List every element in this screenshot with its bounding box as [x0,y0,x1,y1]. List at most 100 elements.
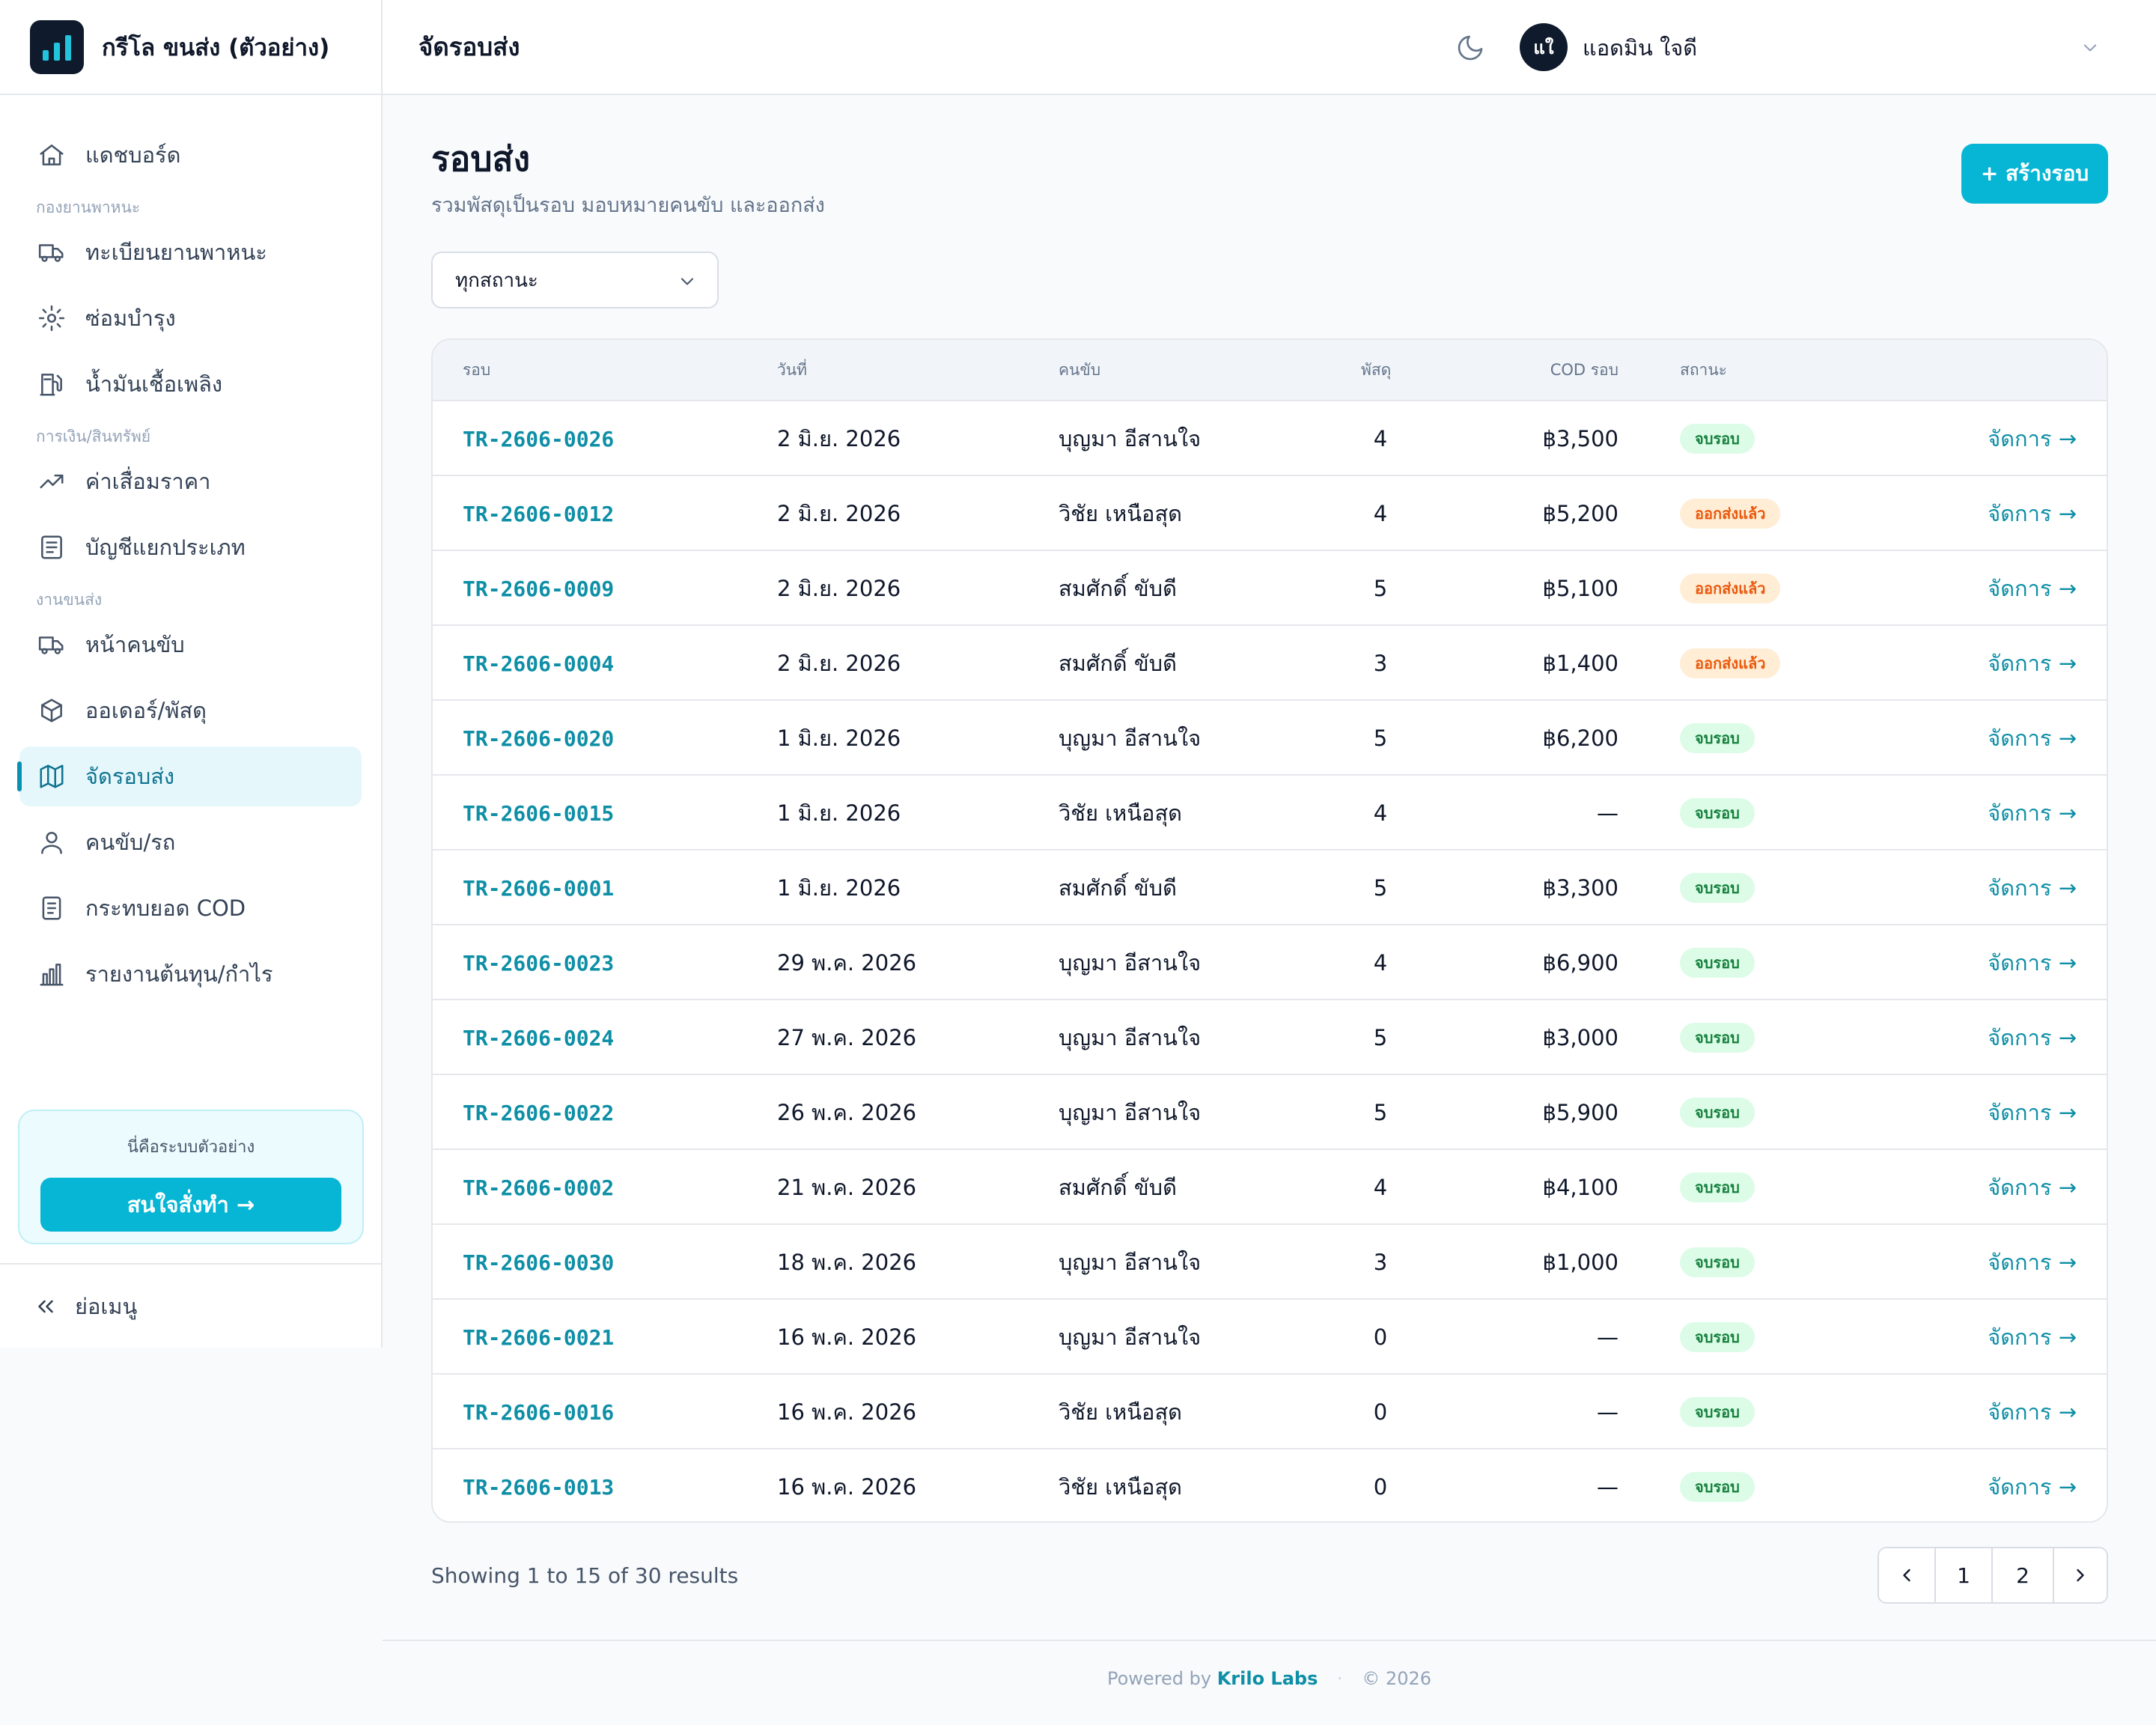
sidebar-item-label: แดชบอร์ด [85,142,181,168]
sidebar-item-fuel[interactable]: น้ำมันเชื้อเพลิง [19,354,362,414]
route-id-link[interactable]: TR-2606-0016 [463,1399,615,1425]
dark-mode-toggle-icon[interactable] [1455,33,1485,63]
page-1-button[interactable]: 1 [1936,1548,1993,1602]
route-parcels: 5 [1373,1025,1388,1050]
route-id-link[interactable]: TR-2606-0004 [463,651,615,676]
avatar[interactable]: แใ [1520,23,1568,71]
manage-route-link[interactable]: จัดการ → [1988,1399,2077,1425]
table-row: TR-2606-0030 18 พ.ค. 2026 บุญมา อีสานใจ 3 ฿1… [433,1223,2107,1298]
route-date: 2 มิ.ย. 2026 [777,501,901,526]
sidebar-item-receipt[interactable]: กระทบยอด COD [19,878,362,938]
column-header-route: รอบ [463,360,491,379]
route-driver: สมศักดิ์ ขับดี [1059,576,1177,601]
status-filter-select[interactable]: ทุกสถานะ [431,252,719,308]
route-id-link[interactable]: TR-2606-0021 [463,1324,615,1350]
route-id-link[interactable]: TR-2606-0022 [463,1100,615,1125]
krilo-labs-link[interactable]: Krilo Labs [1216,1668,1318,1689]
sidebar-item-user[interactable]: คนขับ/รถ [19,812,362,872]
route-driver: บุญมา อีสานใจ [1059,1025,1202,1050]
route-driver: วิชัย เหนือสุด [1059,1474,1182,1500]
collapse-menu-button[interactable]: ย่อเมนู [0,1263,383,1348]
sidebar-nav: แดชบอร์ด กองยานพาหนะ ทะเบียนยานพาหนะ ซ่อมบำ… [0,95,381,1004]
route-id-link[interactable]: TR-2606-0020 [463,725,615,751]
manage-route-link[interactable]: จัดการ → [1988,501,2077,526]
sidebar-item-gear[interactable]: ซ่อมบำรุง [19,288,362,348]
route-date: 1 มิ.ย. 2026 [777,800,901,826]
brand[interactable]: กรีโล ขนส่ง (ตัวอย่าง) [0,0,381,95]
manage-route-link[interactable]: จัดการ → [1988,426,2077,451]
page-2-button[interactable]: 2 [1993,1548,2054,1602]
route-id-link[interactable]: TR-2606-0026 [463,426,615,451]
receipt-icon [42,896,61,920]
route-driver: บุญมา อีสานใจ [1059,1250,1202,1275]
route-id-link[interactable]: TR-2606-0015 [463,800,615,826]
status-badge: จบรอบ [1680,1397,1755,1427]
route-id-link[interactable]: TR-2606-0012 [463,501,615,526]
manage-route-link[interactable]: จัดการ → [1988,875,2077,901]
route-cod: — [1597,1399,1618,1425]
sidebar-item-label: ออเดอร์/พัสดุ [85,698,207,723]
route-id-link[interactable]: TR-2606-0030 [463,1250,615,1275]
route-parcels: 5 [1373,1100,1388,1125]
package-icon [41,699,62,722]
page-title: รอบส่ง [431,139,531,179]
route-driver: วิชัย เหนือสุด [1059,501,1182,526]
truck-icon [38,244,64,262]
status-badge: ออกส่งแล้ว [1680,574,1781,603]
manage-route-link[interactable]: จัดการ → [1988,1324,2077,1350]
sidebar-item-label: หน้าคนขับ [85,632,185,657]
table-row: TR-2606-0004 2 มิ.ย. 2026 สมศักดิ์ ขับดี 3 ฿… [433,624,2107,699]
next-page-button[interactable] [2054,1548,2107,1602]
sidebar-item-trending-up[interactable]: ค่าเสื่อมราคา [19,451,362,511]
route-date: 21 พ.ค. 2026 [777,1175,917,1200]
manage-route-link[interactable]: จัดการ → [1988,725,2077,751]
manage-route-link[interactable]: จัดการ → [1988,651,2077,676]
trending-up-icon [40,474,64,489]
sidebar-item-truck[interactable]: ทะเบียนยานพาหนะ [19,222,362,282]
route-id-link[interactable]: TR-2606-0013 [463,1474,615,1500]
route-id-link[interactable]: TR-2606-0009 [463,576,615,601]
sidebar-item-package[interactable]: ออเดอร์/พัสดุ [19,681,362,740]
manage-route-link[interactable]: จัดการ → [1988,950,2077,976]
map-icon [40,764,64,788]
manage-route-link[interactable]: จัดการ → [1988,1250,2077,1275]
manage-route-link[interactable]: จัดการ → [1988,1175,2077,1200]
status-badge: จบรอบ [1680,798,1755,828]
sidebar-item-ledger[interactable]: บัญชีแยกประเภท [19,517,362,577]
sidebar-item-map[interactable]: จัดรอบส่ง [17,746,362,806]
sidebar-item-label: จัดรอบส่ง [85,764,175,789]
route-date: 16 พ.ค. 2026 [777,1324,917,1350]
chevron-down-icon[interactable] [2080,37,2101,58]
app-name: กรีโล ขนส่ง (ตัวอย่าง) [102,34,330,61]
manage-route-link[interactable]: จัดการ → [1988,1474,2077,1500]
manage-route-link[interactable]: จัดการ → [1988,1025,2077,1050]
user-name[interactable]: แอดมิน ใจดี [1583,34,1698,61]
manage-route-link[interactable]: จัดการ → [1988,576,2077,601]
sidebar-item-home[interactable]: แดชบอร์ด [19,125,362,185]
status-badge: จบรอบ [1680,1098,1755,1128]
collapse-menu-label: ย่อเมนู [75,1293,138,1319]
order-now-button[interactable]: สนใจสั่งทำ → [40,1178,341,1232]
route-id-link[interactable]: TR-2606-0002 [463,1175,615,1200]
route-date: 16 พ.ค. 2026 [777,1399,917,1425]
route-date: 1 มิ.ย. 2026 [777,875,901,901]
route-cod: ฿5,100 [1542,576,1618,601]
route-id-link[interactable]: TR-2606-0001 [463,875,615,901]
create-route-button[interactable]: + สร้างรอบ [1961,144,2108,204]
prev-page-button[interactable] [1879,1548,1936,1602]
manage-route-link[interactable]: จัดการ → [1988,800,2077,826]
results-summary: Showing 1 to 15 of 30 results [431,1563,739,1588]
chevron-right-icon [2077,1569,2084,1582]
chevron-left-icon [1903,1569,1910,1582]
route-date: 1 มิ.ย. 2026 [777,725,901,751]
route-id-link[interactable]: TR-2606-0023 [463,950,615,976]
route-parcels: 5 [1373,875,1388,901]
route-id-link[interactable]: TR-2606-0024 [463,1025,615,1050]
route-cod: ฿5,200 [1542,501,1618,526]
sidebar-item-bar-chart[interactable]: รายงานต้นทุน/กำไร [19,944,362,1004]
table-row: TR-2606-0024 27 พ.ค. 2026 บุญมา อีสานใจ 5 ฿3… [433,999,2107,1074]
table-row: TR-2606-0015 1 มิ.ย. 2026 วิชัย เหนือสุด 4 —… [433,774,2107,849]
status-badge: จบรอบ [1680,723,1755,753]
manage-route-link[interactable]: จัดการ → [1988,1100,2077,1125]
sidebar-item-truck[interactable]: หน้าคนขับ [19,615,362,675]
